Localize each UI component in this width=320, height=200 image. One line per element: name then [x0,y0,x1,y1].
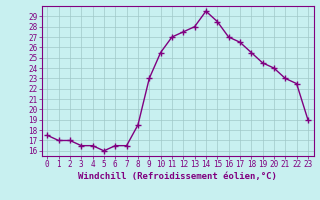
X-axis label: Windchill (Refroidissement éolien,°C): Windchill (Refroidissement éolien,°C) [78,172,277,181]
